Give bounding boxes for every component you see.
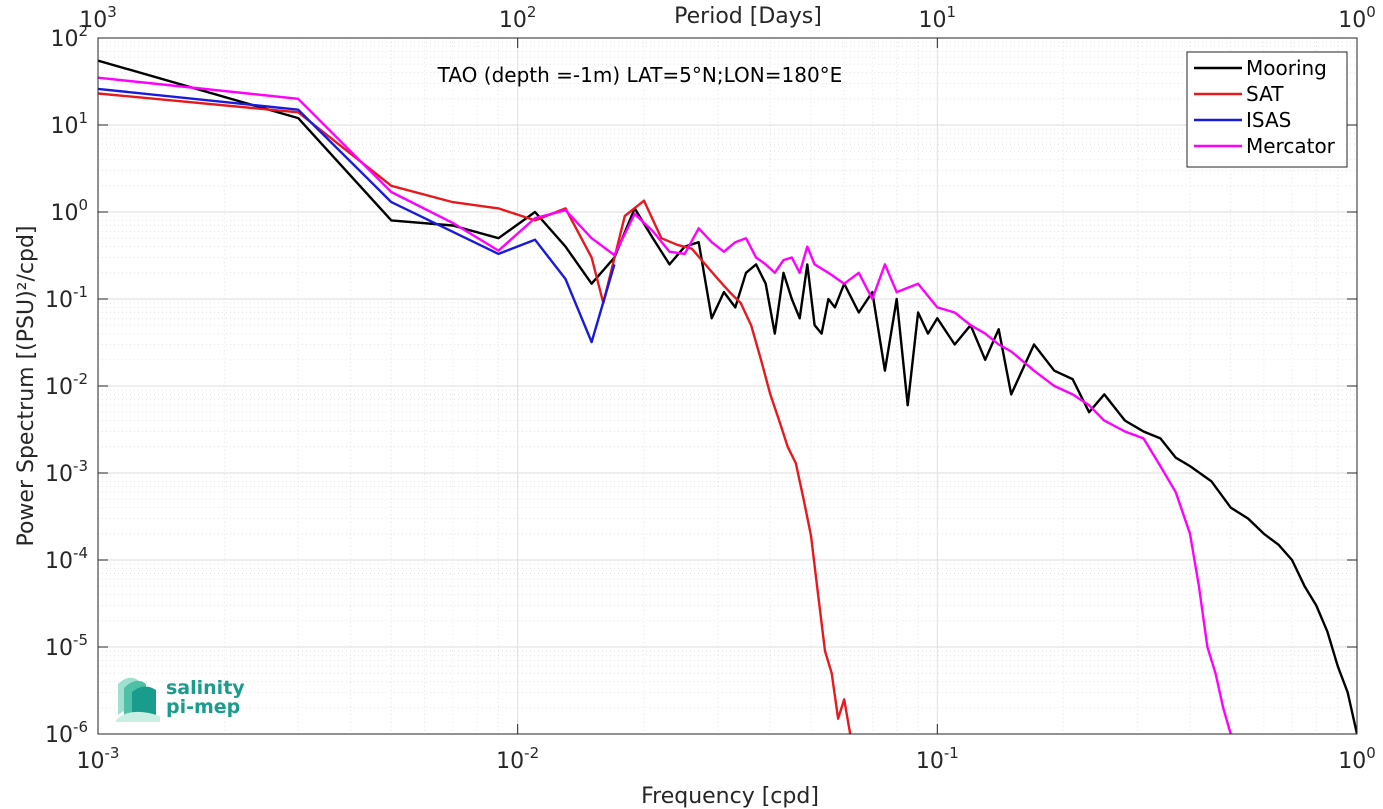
series-line-mercator: [98, 76, 1232, 734]
y-tick-label: 10-5: [45, 631, 88, 661]
y-tick-label: 100: [50, 196, 88, 226]
x-tick-label: 100: [1338, 744, 1376, 774]
top-tick-label: 102: [499, 3, 537, 33]
series-line-isas: [98, 87, 616, 344]
legend-label-mercator: Mercator: [1246, 134, 1336, 158]
logo-line1: salinity: [166, 677, 245, 699]
y-tick-label: 10-4: [45, 544, 88, 574]
legend-box: [1186, 51, 1348, 168]
top-tick-label: 100: [1338, 3, 1376, 33]
series-group: [98, 59, 1357, 734]
top-tick-label: 101: [919, 3, 957, 33]
x-tick-label: 10-1: [916, 744, 959, 774]
y-axis-label: Power Spectrum [(PSU)²/cpd]: [14, 225, 39, 546]
chart-title: TAO (depth =-1m) LAT=5°N;LON=180°E: [437, 63, 843, 87]
logo: salinity pi-mep: [116, 677, 245, 722]
series-line-mooring: [98, 59, 1357, 734]
top-tick-label: 103: [79, 3, 117, 33]
series-line-sat: [98, 92, 852, 734]
legend-label-mooring: Mooring: [1246, 56, 1327, 80]
y-tick-label: 10-2: [45, 370, 88, 400]
x-axis-label: Frequency [cpd]: [641, 784, 819, 809]
y-tick-label: 10-6: [45, 718, 88, 748]
y-tick-label: 102: [50, 22, 88, 52]
y-tick-label: 10-3: [45, 457, 88, 487]
x-tick-label: 10-3: [77, 744, 120, 774]
logo-line2: pi-mep: [166, 696, 240, 718]
x-tick-label: 10-2: [496, 744, 539, 774]
y-tick-label: 10-1: [45, 283, 88, 313]
top-axis-label: Period [Days]: [674, 4, 822, 29]
y-tick-label: 101: [50, 109, 88, 139]
legend-label-sat: SAT: [1246, 82, 1284, 106]
legend-label-isas: ISAS: [1246, 108, 1291, 132]
salinity-wave-icon: [116, 677, 160, 722]
